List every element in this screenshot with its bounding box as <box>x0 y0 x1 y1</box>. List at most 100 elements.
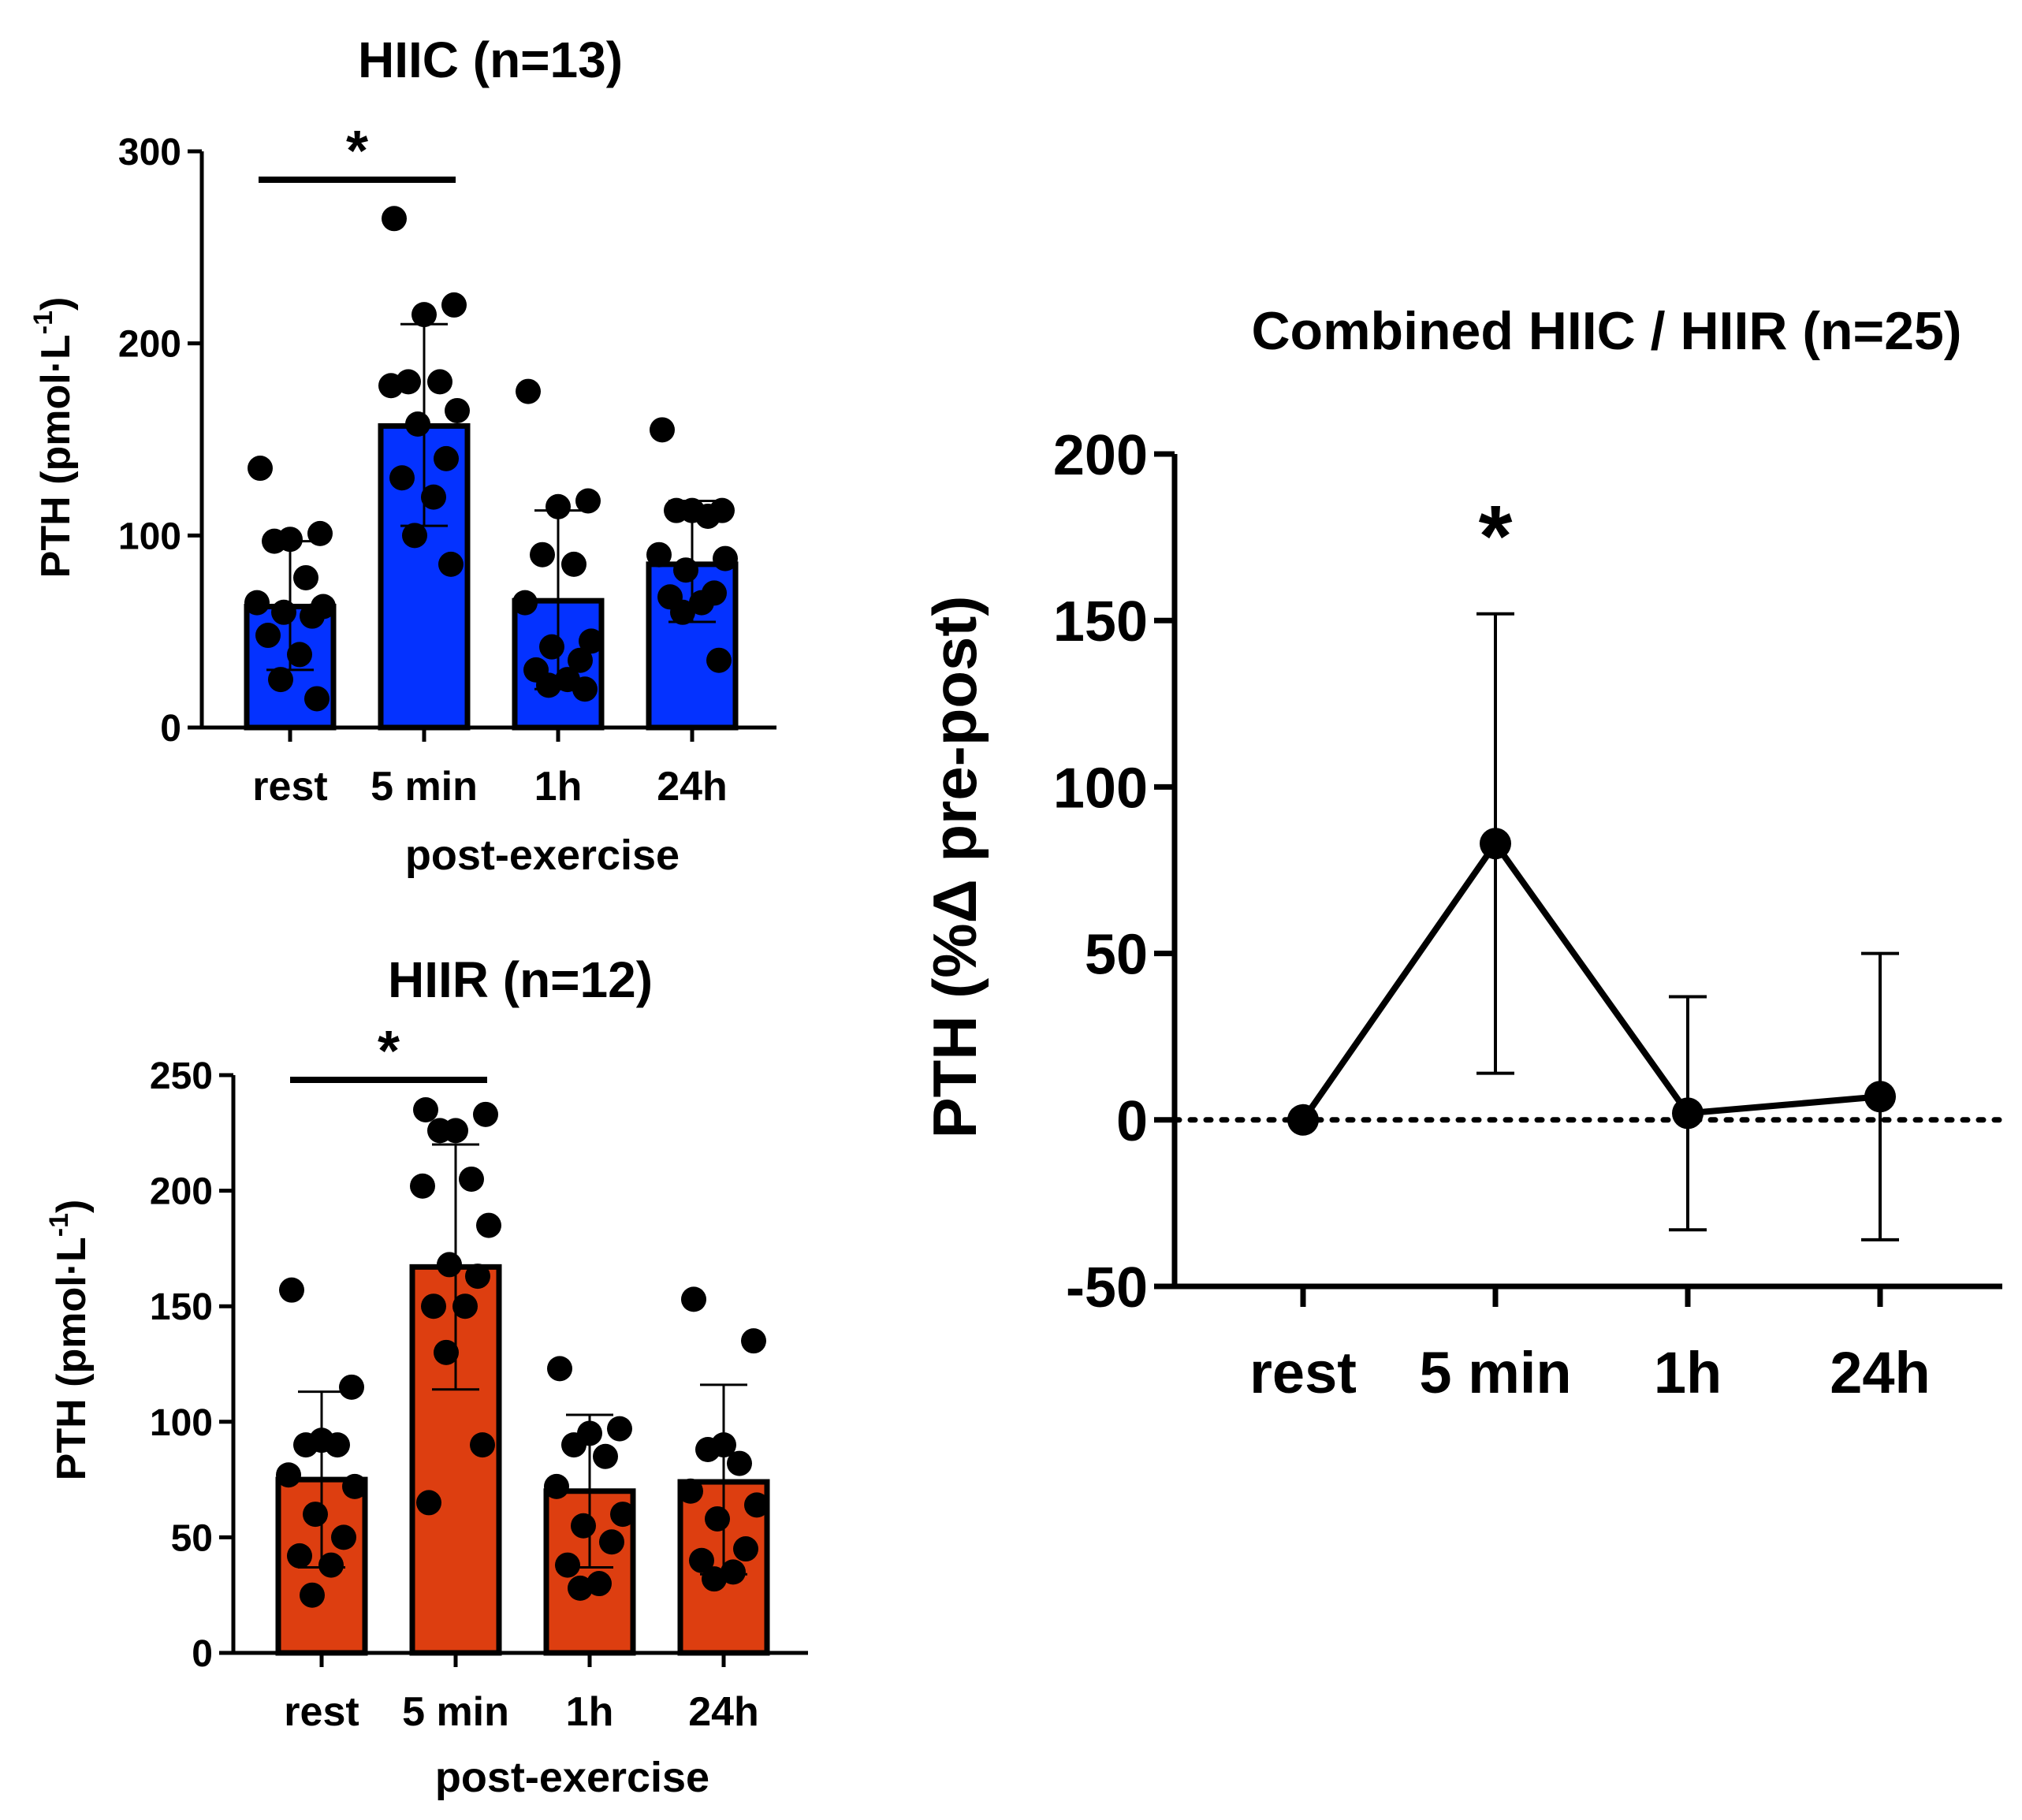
data-point <box>702 1566 727 1592</box>
data-point <box>575 488 601 514</box>
data-point <box>607 1416 632 1442</box>
y-tick-label: 250 <box>150 1055 213 1097</box>
y-tick-label: 200 <box>1053 424 1148 487</box>
data-point <box>441 292 467 318</box>
data-point <box>516 378 541 404</box>
x-tick-label: 24h <box>657 764 728 810</box>
y-tick-label: 0 <box>192 1633 213 1675</box>
data-point <box>1480 828 1511 860</box>
data-point <box>268 667 293 693</box>
data-point <box>276 1462 301 1488</box>
data-point <box>339 1374 364 1400</box>
data-point <box>572 676 598 702</box>
data-point <box>307 520 333 546</box>
data-point <box>695 1436 721 1462</box>
y-tick-label: 100 <box>150 1402 213 1444</box>
y-tick-label: 0 <box>160 708 181 750</box>
hiir-y-axis-label: PTH (pmol·L-1) <box>44 1200 95 1481</box>
data-point <box>382 206 407 232</box>
data-point <box>1864 1081 1896 1113</box>
data-point <box>318 1552 344 1578</box>
data-point <box>421 1293 446 1319</box>
y-tick-label: 150 <box>150 1286 213 1328</box>
data-point <box>378 373 404 399</box>
data-point <box>673 557 698 583</box>
hiic-y-axis-label: PTH (pmol·L-1) <box>28 297 79 579</box>
data-point <box>706 647 732 673</box>
data-point <box>599 1529 624 1555</box>
combined-title: Combined HIIC / HIIR (n=25) <box>1251 301 1961 361</box>
data-point <box>546 493 571 519</box>
hiir-x-axis-label: post-exercise <box>435 1754 709 1801</box>
data-point <box>721 1559 746 1585</box>
data-point <box>244 590 270 616</box>
data-point <box>459 1166 484 1192</box>
y-tick-label: 200 <box>150 1171 213 1213</box>
data-point <box>300 603 325 629</box>
data-point <box>741 1328 766 1354</box>
data-point <box>248 456 273 482</box>
data-point <box>434 1339 459 1365</box>
hiir-panel: HIIR (n=12) PTH (pmol·L-1) post-exercise… <box>44 951 808 1801</box>
data-point <box>402 523 427 549</box>
data-point <box>427 369 452 395</box>
x-tick-label: 1h <box>1654 1340 1722 1405</box>
data-point <box>300 1582 325 1608</box>
data-point <box>427 1118 452 1144</box>
significance-star: * <box>1479 488 1513 585</box>
data-point <box>331 1524 356 1550</box>
y-tick-label: 100 <box>118 515 181 557</box>
data-point <box>476 1212 501 1238</box>
x-tick-label: 24h <box>688 1689 759 1735</box>
combined-panel: Combined HIIC / HIIR (n=25) PTH (%Δ pre-… <box>920 301 2005 1405</box>
data-point <box>438 551 464 577</box>
hiic-x-axis-label: post-exercise <box>405 832 680 879</box>
data-point <box>1672 1097 1704 1130</box>
data-point <box>555 1552 580 1578</box>
data-point <box>678 1478 703 1504</box>
data-point <box>342 1473 367 1499</box>
y-tick-label: -50 <box>1066 1256 1148 1319</box>
significance-star: * <box>378 1020 400 1083</box>
significance-star: * <box>346 120 368 183</box>
x-tick-label: 1h <box>566 1689 614 1735</box>
data-point <box>561 551 586 577</box>
data-point <box>695 503 721 529</box>
y-tick-label: 100 <box>1053 757 1148 820</box>
x-tick-label: rest <box>252 764 327 810</box>
data-point <box>571 1513 596 1539</box>
data-point <box>689 1547 714 1573</box>
data-point <box>705 1506 730 1532</box>
data-point <box>325 1432 350 1458</box>
data-point <box>664 497 689 523</box>
x-tick-label: 5 min <box>371 764 478 810</box>
data-point <box>579 628 604 654</box>
hiic-title: HIIC (n=13) <box>358 32 623 88</box>
data-point <box>465 1264 490 1290</box>
data-point <box>304 686 330 712</box>
data-point <box>434 445 459 471</box>
x-tick-label: 24h <box>1830 1340 1931 1405</box>
data-point <box>586 1571 612 1597</box>
data-point <box>689 590 714 616</box>
data-point <box>650 417 675 443</box>
x-tick-label: rest <box>1249 1340 1357 1405</box>
data-point <box>445 397 470 423</box>
data-point <box>544 1473 569 1499</box>
data-point <box>1287 1104 1319 1136</box>
data-point <box>452 1293 478 1319</box>
data-point <box>279 1277 304 1303</box>
series-line <box>1300 840 1881 1122</box>
combined-y-axis-label: PTH (%Δ pre-post) <box>920 596 989 1139</box>
x-tick-label: 1h <box>534 764 583 810</box>
combined-plot-area: -50 0 50 100 150 200 rest 5 min 1h 24h * <box>1053 424 2005 1405</box>
y-tick-label: 50 <box>1085 924 1148 987</box>
data-point <box>405 411 430 437</box>
x-tick-label: 5 min <box>1419 1340 1571 1405</box>
data-point <box>568 647 593 673</box>
data-point <box>473 1101 498 1127</box>
data-point <box>271 599 296 625</box>
data-point <box>530 542 555 568</box>
data-point <box>421 484 446 510</box>
